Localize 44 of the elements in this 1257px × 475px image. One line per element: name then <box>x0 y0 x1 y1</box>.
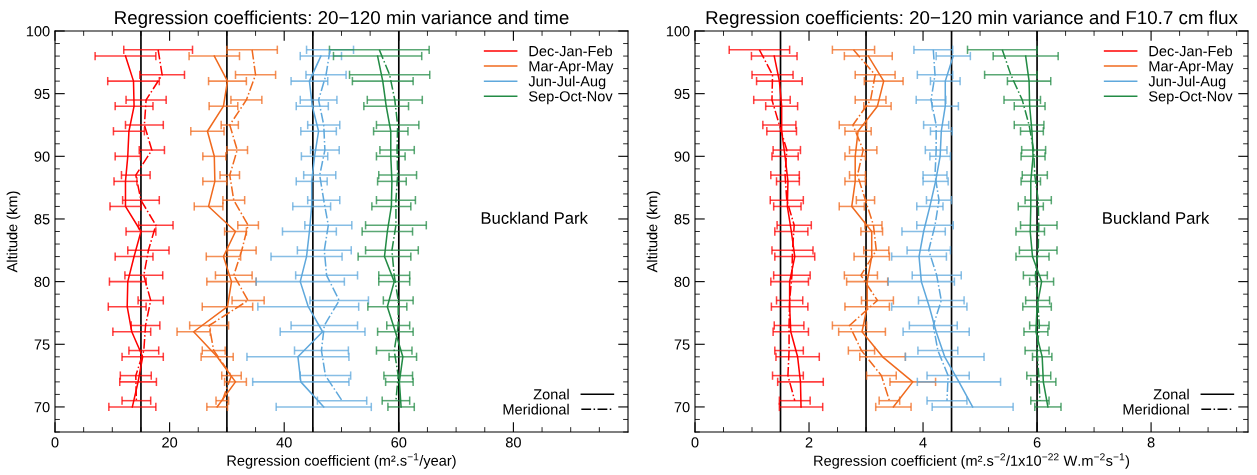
y-tick-label: 80 <box>674 276 690 288</box>
x-tick-label: 40 <box>276 437 292 448</box>
y-tick-label: 100 <box>666 26 690 37</box>
x-tick-label: 60 <box>391 437 407 448</box>
legend-label: Dec-Jan-Feb <box>529 45 613 57</box>
legend-label: Mar-Apr-May <box>1149 61 1234 75</box>
x-tick-label: 4 <box>919 437 927 448</box>
y-tick-label: 95 <box>674 88 690 100</box>
annotation: Buckland Park <box>1103 211 1210 224</box>
y-tick-label: 85 <box>674 214 690 225</box>
x-tick-label: 0 <box>51 437 59 448</box>
x-tick-label: 0 <box>691 437 699 448</box>
legend-label: Sep-Oct-Nov <box>529 91 613 105</box>
legend-label: Dec-Jan-Feb <box>1149 45 1233 57</box>
annotation: Meridional <box>1123 403 1189 415</box>
y-tick-label: 70 <box>674 402 690 413</box>
y-axis-title: Altitude (km) <box>646 191 661 273</box>
y-tick-label: 100 <box>26 26 50 37</box>
chart-title: Regression coefficients: 20−120 min variance and time <box>115 10 569 28</box>
x-tick-label: 6 <box>1033 437 1041 448</box>
annotation: Zonal <box>1153 388 1189 400</box>
y-tick-label: 75 <box>34 339 50 350</box>
y-tick-label: 70 <box>34 402 50 413</box>
y-tick-label: 90 <box>34 151 50 162</box>
legend-label: Jun-Jul-Aug <box>528 75 606 90</box>
x-tick-label: 20 <box>162 437 178 448</box>
y-tick-label: 80 <box>34 276 50 288</box>
legend-label: Jun-Jul-Aug <box>1148 75 1226 90</box>
x-axis-title: Regression coefficient (m².s$^{−1}$/year) <box>227 453 456 469</box>
chart-title: Regression coefficients: 20−120 min variance and F10.7 cm flux <box>706 10 1238 28</box>
y-axis-title: Altitude (km) <box>6 191 21 273</box>
legend-label: Sep-Oct-Nov <box>1149 91 1233 105</box>
x-tick-label: 2 <box>805 437 813 448</box>
x-tick-label: 8 <box>1147 437 1155 448</box>
y-tick-label: 75 <box>674 339 690 350</box>
annotation: Zonal <box>533 388 569 400</box>
annotation: Meridional <box>503 403 569 415</box>
text: Regression coefficient (m².s$^{−2}$/1x10$^{−22}$ W.m$^{−2}$s$^{−1}$) <box>814 453 1130 469</box>
x-tick-label: 80 <box>505 437 521 448</box>
y-tick-label: 95 <box>34 88 50 100</box>
y-tick-label: 85 <box>34 214 50 225</box>
legend-label: Mar-Apr-May <box>529 61 614 75</box>
annotation: Buckland Park <box>481 211 588 224</box>
y-tick-label: 90 <box>674 151 690 162</box>
